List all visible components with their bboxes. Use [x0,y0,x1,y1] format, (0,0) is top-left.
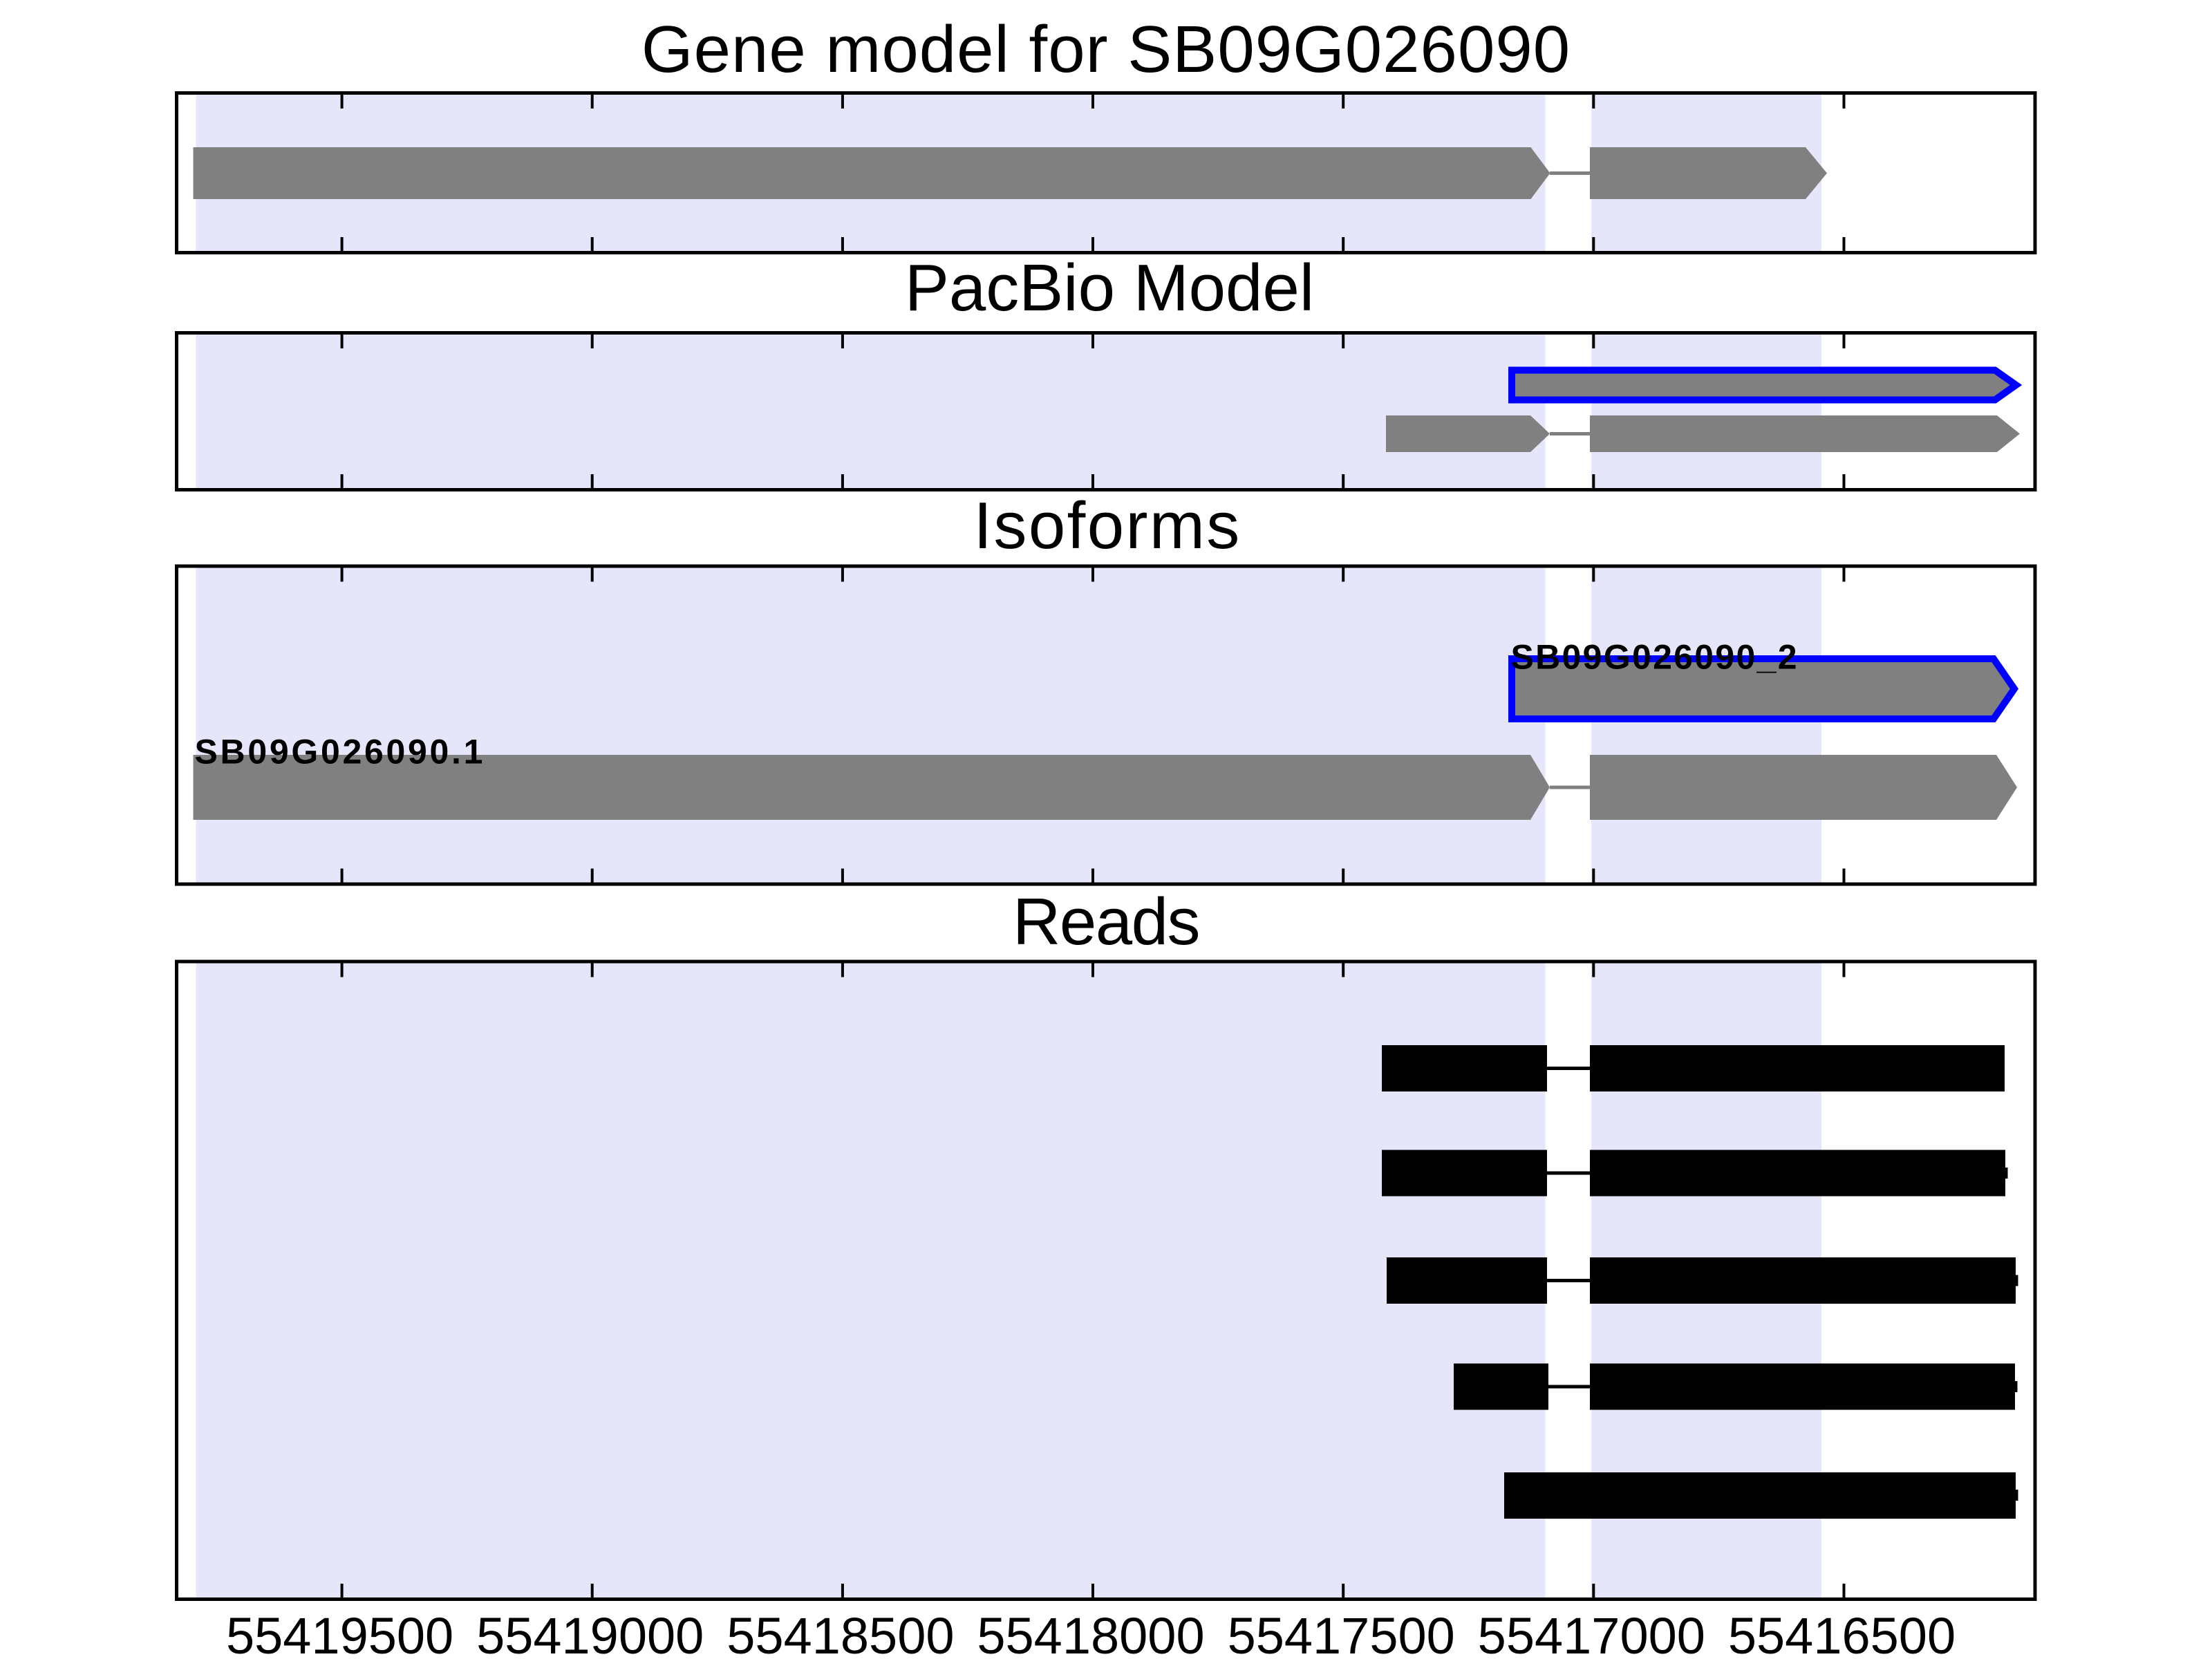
svg-text:Isoforms: Isoforms [973,489,1241,563]
svg-text:55416500: 55416500 [1728,1607,1956,1659]
svg-text:55419000: 55419000 [476,1607,704,1659]
svg-text:PacBio Model: PacBio Model [905,251,1314,325]
svg-text:55417500: 55417500 [1228,1607,1455,1659]
svg-text:Gene model for SB09G026090: Gene model for SB09G026090 [641,12,1571,86]
svg-text:SB09G026090_2: SB09G026090_2 [1511,638,1799,677]
svg-text:55419500: 55419500 [226,1607,453,1659]
svg-text:Reads: Reads [1013,885,1199,959]
svg-text:55417000: 55417000 [1478,1607,1705,1659]
svg-text:55418000: 55418000 [977,1607,1204,1659]
svg-text:55418500: 55418500 [727,1607,954,1659]
svg-text:SB09G026090.1: SB09G026090.1 [195,733,486,771]
